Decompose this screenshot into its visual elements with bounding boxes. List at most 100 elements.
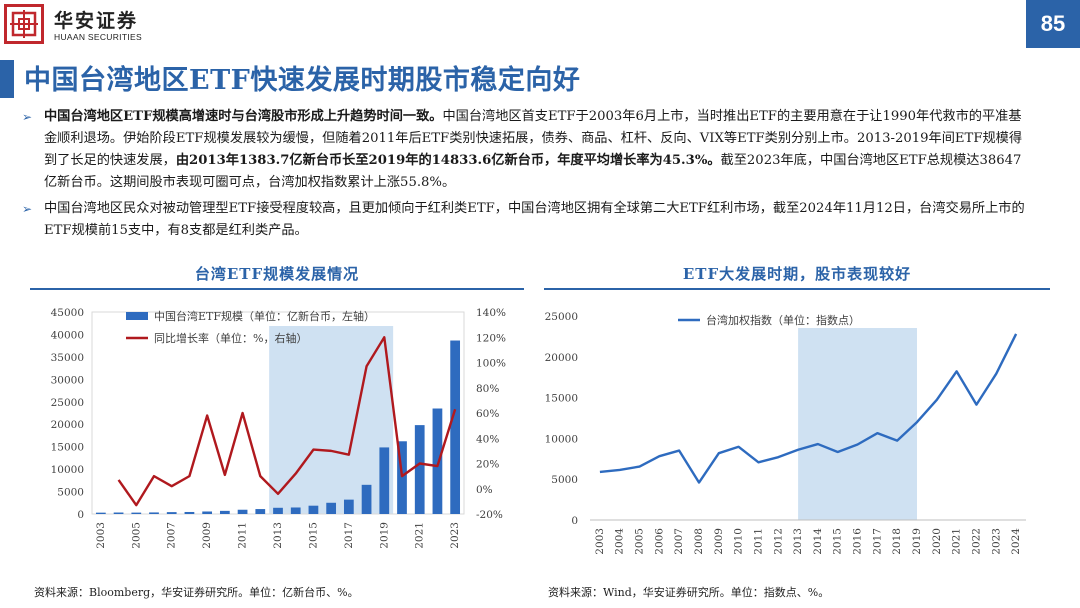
y-right-tick-label: 120% xyxy=(476,332,506,344)
x-tick-label: 2007 xyxy=(166,522,178,549)
y-right-tick-label: 140% xyxy=(476,307,506,319)
bar xyxy=(290,507,301,514)
bar xyxy=(361,484,372,514)
bar xyxy=(237,509,248,514)
logo-text-en: HUAAN SECURITIES xyxy=(54,32,142,42)
right-chart-header: ETF大发展时期，股市表现较好 xyxy=(682,265,912,283)
x-tick-label: 2008 xyxy=(693,528,705,555)
bar xyxy=(450,340,461,514)
bar xyxy=(131,512,142,514)
etf-scale-chart: 0 5000 10000 15000 20000 25000 30000 35000 40000… xyxy=(51,307,506,549)
y-left-tick-label: 20000 xyxy=(51,419,84,431)
growth-line xyxy=(117,336,457,507)
x-tick-label: 2020 xyxy=(931,528,943,555)
bullet-bold-lead: 中国台湾地区ETF规模高增速时与台湾股市形成上升趋势时间一致。 xyxy=(44,109,443,124)
y-left-tick-label: 40000 xyxy=(51,329,84,341)
bar xyxy=(149,512,159,514)
bar xyxy=(219,510,230,514)
bullet-text: 中国台湾地区民众对被动管理型ETF接受程度较高，且更加倾向于红利类ETF，中国台… xyxy=(44,201,1025,238)
x-tick-label: 2015 xyxy=(307,522,319,549)
legend-line-label: 台湾加权指数（单位：指数点） xyxy=(706,313,860,327)
bar xyxy=(432,408,443,514)
y-left-tick-label: 10000 xyxy=(51,464,84,476)
x-tick-label: 2014 xyxy=(812,528,824,555)
x-tick-label: 2015 xyxy=(832,528,844,555)
bar xyxy=(414,425,425,514)
right-chart-source: 资料来源：Wind，华安证券研究所。单位：指数点、%。 xyxy=(548,586,830,599)
x-tick-label: 2019 xyxy=(911,528,923,555)
left-chart-header-rule xyxy=(30,288,524,290)
x-tick-label: 2009 xyxy=(201,522,213,549)
bar xyxy=(95,512,106,514)
y-tick-label: 25000 xyxy=(545,311,578,323)
y-tick-label: 20000 xyxy=(545,352,578,364)
y-left-tick-label: 35000 xyxy=(51,352,84,364)
x-tick-label: 2022 xyxy=(970,528,982,555)
bullet-text: 中国台湾地区首支ETF于2003年6月上市，当时推出ETF的主要用意在于让199… xyxy=(44,109,1023,168)
left-chart-source: 资料来源：Bloomberg，华安证券研究所。单位：亿新台币、%。 xyxy=(34,586,359,599)
y-tick-label: 5000 xyxy=(551,474,578,486)
x-tick-label: 2021 xyxy=(951,528,963,555)
arrow-bullet-icon: ➢ xyxy=(22,202,33,216)
bar xyxy=(273,507,283,514)
x-tick-label: 2013 xyxy=(272,522,284,549)
y-left-tick-label: 5000 xyxy=(57,487,84,499)
bullet-item: ➢ 中国台湾地区ETF规模高增速时与台湾股市形成上升趋势时间一致。中国台湾地区首… xyxy=(22,106,1034,194)
bullet-tail: 截至2023年底，中国台湾地区ETF总规模达38647亿新台币。这期间股市表现可… xyxy=(44,153,1022,190)
bullet-item: ➢ 中国台湾地区民众对被动管理型ETF接受程度较高，且更加倾向于红利类ETF，中… xyxy=(22,198,1034,242)
page-number: 85 xyxy=(1026,0,1080,48)
x-tick-label: 2005 xyxy=(130,522,142,549)
bar xyxy=(255,509,266,514)
x-tick-label: 2024 xyxy=(1010,528,1022,555)
bullet-list: ➢ 中国台湾地区ETF规模高增速时与台湾股市形成上升趋势时间一致。中国台湾地区首… xyxy=(22,106,1034,246)
y-right-tick-label: 60% xyxy=(476,408,499,420)
arrow-bullet-icon: ➢ xyxy=(22,110,33,124)
x-tick-label: 2010 xyxy=(733,528,745,555)
x-tick-label: 2011 xyxy=(237,522,249,549)
x-tick-label: 2012 xyxy=(772,528,784,555)
bar xyxy=(166,512,177,514)
x-tick-label: 2004 xyxy=(614,528,626,555)
x-tick-label: 2007 xyxy=(673,528,685,555)
y-left-tick-label: 15000 xyxy=(51,442,84,454)
x-tick-label: 2021 xyxy=(414,522,426,549)
y-tick-label: 15000 xyxy=(545,393,578,405)
x-tick-label: 2019 xyxy=(378,522,390,549)
x-tick-label: 2011 xyxy=(752,528,764,555)
page-title: 中国台湾地区ETF快速发展时期股市稳定向好 xyxy=(24,65,581,96)
x-tick-label: 2023 xyxy=(449,522,461,549)
taiex-chart: 0 5000 10000 15000 20000 25000 2003 2004 2005 200… xyxy=(545,311,1026,555)
right-chart-header-rule xyxy=(544,288,1050,290)
x-tick-label: 2013 xyxy=(792,528,804,555)
x-tick-label: 2016 xyxy=(852,528,864,555)
highlight-band xyxy=(798,328,917,520)
bullet-bold-mid: 由2013年1383.7亿新台币长至2019年的14833.6亿新台币，年度平均… xyxy=(175,153,721,168)
legend-line-label: 同比增长率（单位：%，右轴） xyxy=(154,331,307,345)
y-left-tick-label: 30000 xyxy=(51,374,84,386)
bar xyxy=(379,447,390,514)
bar xyxy=(184,511,195,514)
y-left-tick-label: 45000 xyxy=(51,307,84,319)
bar xyxy=(397,441,407,514)
y-right-tick-label: 80% xyxy=(476,383,499,395)
x-tick-label: 2018 xyxy=(891,528,903,555)
x-tick-label: 2006 xyxy=(653,528,665,555)
x-tick-label: 2009 xyxy=(713,528,725,555)
bar xyxy=(343,499,354,514)
legend-bar-label: 中国台湾ETF规模（单位：亿新台币，左轴） xyxy=(154,309,375,323)
y-tick-label: 0 xyxy=(571,515,578,527)
x-tick-label: 2003 xyxy=(95,522,107,549)
x-tick-label: 2003 xyxy=(594,528,606,555)
bar xyxy=(202,511,213,514)
x-tick-label: 2005 xyxy=(634,528,646,555)
y-right-tick-label: 100% xyxy=(476,358,506,370)
bar xyxy=(308,505,319,514)
seal-icon xyxy=(10,10,38,38)
y-right-tick-label: 0% xyxy=(476,484,493,496)
left-chart-header: 台湾ETF规模发展情况 xyxy=(194,265,360,283)
logo-mark xyxy=(4,4,44,44)
bar xyxy=(326,502,337,514)
y-left-tick-label: 0 xyxy=(77,509,84,521)
y-right-tick-label: 40% xyxy=(476,433,499,445)
x-tick-label: 2023 xyxy=(990,528,1002,555)
